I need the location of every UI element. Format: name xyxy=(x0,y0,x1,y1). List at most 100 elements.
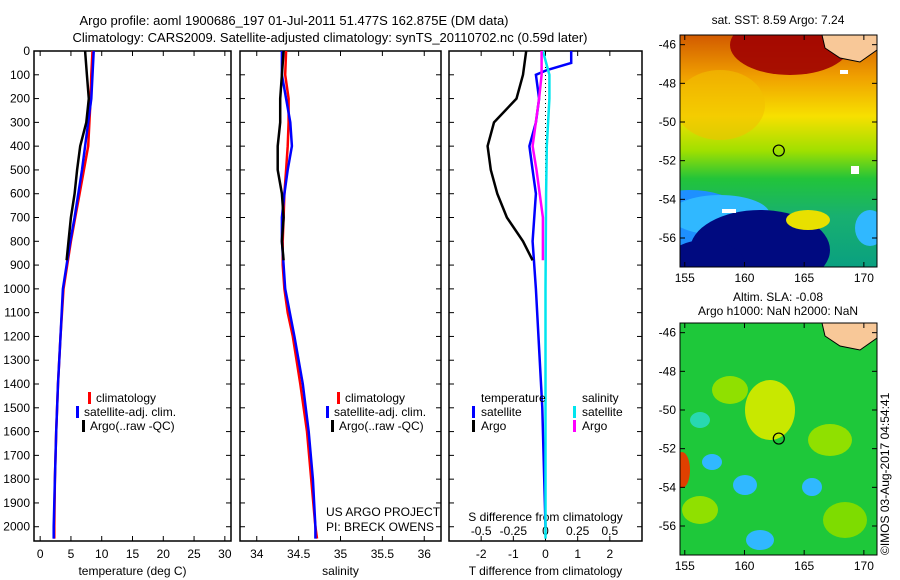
x-tick-label: 34.5 xyxy=(287,547,311,561)
project-credit: US ARGO PROJECT xyxy=(326,505,441,519)
legend-label: satellite-adj. clim. xyxy=(84,405,176,419)
legend-label: satellite xyxy=(582,405,623,419)
panel-temperature: 0100200300400500600700800900100011001200… xyxy=(3,44,232,578)
x-axis-label: temperature (deg C) xyxy=(78,564,186,578)
y-tick-label: 1500 xyxy=(3,401,30,415)
sst-map-image xyxy=(680,35,877,267)
x-tick-label: 30 xyxy=(218,547,232,561)
legend-swatch-s-satellite xyxy=(573,406,576,418)
y-tick-label: 1800 xyxy=(3,472,30,486)
x2-tick-label: 0.5 xyxy=(601,524,618,538)
map-lat-label: -52 xyxy=(659,154,677,168)
map-lon-label: 165 xyxy=(794,271,814,285)
salinity-legend: climatology satellite-adj. clim. Argo(..… xyxy=(326,391,441,534)
x-axis-label: T difference from climatology xyxy=(469,564,623,578)
title-line-2: Climatology: CARS2009. Satellite-adjuste… xyxy=(73,30,588,45)
legend-swatch-s-argo xyxy=(573,420,576,432)
x-tick-label: 1 xyxy=(574,547,581,561)
legend-label: Argo xyxy=(582,419,608,433)
sst-map-title: sat. SST: 8.59 Argo: 7.24 xyxy=(712,13,845,27)
map-lon-label: 155 xyxy=(675,271,695,285)
y-tick-label: 2000 xyxy=(3,520,30,534)
x-tick-label: 5 xyxy=(68,547,75,561)
argo-location-marker xyxy=(772,144,785,157)
y-tick-label: 600 xyxy=(10,187,30,201)
map-lat-label: -54 xyxy=(659,192,677,206)
y-tick-label: 300 xyxy=(10,115,30,129)
x-tick-label: 15 xyxy=(126,547,140,561)
y-tick-label: 0 xyxy=(23,44,30,58)
imos-stamp: ©IMOS 03-Aug-2017 04:54:41 xyxy=(878,392,892,555)
map-lat-label: -46 xyxy=(659,38,677,52)
series-salinity-satellite xyxy=(541,50,551,539)
map-lat-label: -56 xyxy=(659,519,677,533)
y-tick-label: 400 xyxy=(10,139,30,153)
map-frame xyxy=(679,322,878,556)
map-lat-label: -50 xyxy=(659,115,677,129)
map-lat-label: -56 xyxy=(659,231,677,245)
y-tick-label: 1000 xyxy=(3,282,30,296)
map-lat-label: -52 xyxy=(659,442,677,456)
temperature-legend: climatology satellite-adj. clim. Argo(..… xyxy=(76,391,176,433)
map-lon-label: 160 xyxy=(734,271,754,285)
y-tick-label: 1200 xyxy=(3,329,30,343)
map-lon-label: 170 xyxy=(854,271,874,285)
pi-credit: PI: BRECK OWENS xyxy=(326,520,434,534)
x2-tick-label: 0.25 xyxy=(566,524,590,538)
map-lat-label: -48 xyxy=(659,364,677,378)
legend-label: Argo(..raw -QC) xyxy=(90,419,175,433)
plot-frame xyxy=(239,50,442,542)
x-tick-label: 0 xyxy=(542,547,549,561)
legend-swatch-argo xyxy=(331,420,334,432)
y-tick-label: 500 xyxy=(10,163,30,177)
map-lat-label: -46 xyxy=(659,326,677,340)
sla-map-image xyxy=(680,323,877,555)
difference-legend: temperature salinity satellite satellite… xyxy=(472,391,623,433)
legend-head-temperature: temperature xyxy=(481,391,546,405)
y-tick-label: 700 xyxy=(10,211,30,225)
x-axis-label: salinity xyxy=(322,564,359,578)
y-tick-label: 1700 xyxy=(3,448,30,462)
legend-label: Argo(..raw -QC) xyxy=(339,419,424,433)
series-argo-raw-qc- xyxy=(276,50,285,261)
map-lat-label: -54 xyxy=(659,480,677,494)
x-tick-label: 10 xyxy=(95,547,109,561)
legend-swatch-argo xyxy=(82,420,85,432)
x-tick-label: 25 xyxy=(187,547,201,561)
map-frame xyxy=(679,34,878,268)
legend-label: Argo xyxy=(481,419,507,433)
map-lat-label: -48 xyxy=(659,76,677,90)
x-tick-label: 20 xyxy=(157,547,171,561)
map-lon-label: 165 xyxy=(794,559,814,573)
panel-salinity: 34 34.5 35 35.5 36 salinity xyxy=(239,50,442,578)
x-tick-label: -2 xyxy=(476,547,487,561)
x-tick-label: 35 xyxy=(334,547,348,561)
series-argo-raw-qc- xyxy=(65,50,91,261)
x-tick-label: 35.5 xyxy=(371,547,395,561)
y-tick-label: 1600 xyxy=(3,425,30,439)
x2-tick-label: -0.25 xyxy=(500,524,528,538)
series-satellite-adj-clim- xyxy=(52,50,95,539)
y-tick-label: 900 xyxy=(10,258,30,272)
map-lat-label: -50 xyxy=(659,403,677,417)
y-tick-label: 1900 xyxy=(3,496,30,510)
y-tick-label: 1400 xyxy=(3,377,30,391)
panel-difference: -2 -1 0 1 2 T difference from climatology -0.5… xyxy=(448,50,643,578)
legend-label: satellite-adj. clim. xyxy=(334,405,426,419)
legend-label: climatology xyxy=(96,391,156,405)
legend-swatch-satellite xyxy=(76,406,79,418)
legend-label: climatology xyxy=(345,391,405,405)
series-salinity-argo xyxy=(531,51,545,261)
map-lon-label: 170 xyxy=(854,559,874,573)
y-tick-label: 800 xyxy=(10,234,30,248)
legend-label: satellite xyxy=(481,405,522,419)
map-lon-label: 160 xyxy=(734,559,754,573)
legend-swatch-climatology xyxy=(88,392,91,404)
title-line-1: Argo profile: aoml 1900686_197 01-Jul-20… xyxy=(79,13,508,28)
x-tick-label: 36 xyxy=(418,547,432,561)
x-tick-label: 34 xyxy=(250,547,264,561)
y-tick-label: 1100 xyxy=(4,306,30,320)
legend-swatch-climatology xyxy=(337,392,340,404)
x-tick-label: 0 xyxy=(37,547,44,561)
